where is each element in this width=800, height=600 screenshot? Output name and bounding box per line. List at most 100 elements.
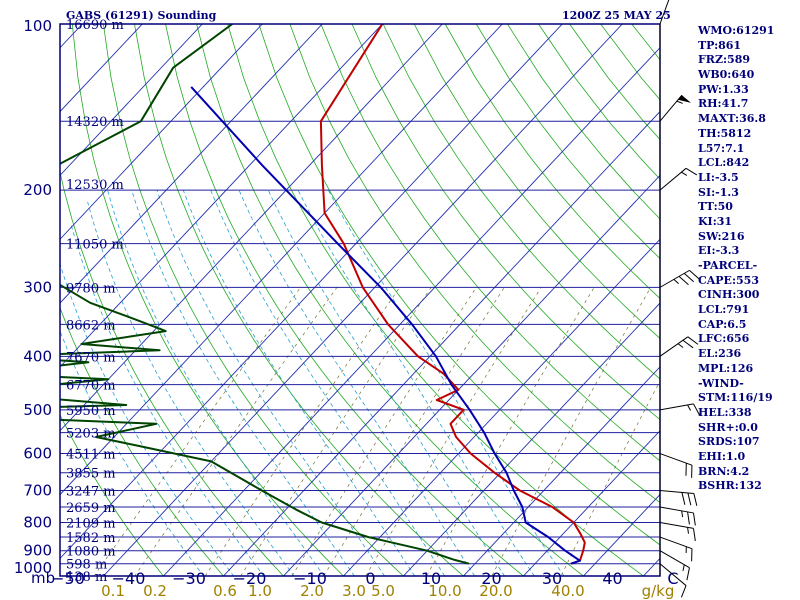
index-item: TH:5812 bbox=[698, 126, 752, 140]
height-label: 14320 m bbox=[66, 115, 124, 130]
dry-adiabat bbox=[134, 24, 465, 576]
wind-half-barb bbox=[676, 100, 683, 104]
wind-full-barb bbox=[682, 339, 694, 349]
wind-barb bbox=[659, 489, 698, 506]
dry-adiabat bbox=[60, 413, 164, 576]
wind-full-barb bbox=[681, 492, 686, 505]
temp-tick-label: 30 bbox=[542, 569, 562, 588]
mixing-ratio-line bbox=[134, 287, 338, 576]
background-grid bbox=[60, 24, 660, 576]
height-label: 3855 m bbox=[66, 467, 116, 482]
index-item: -PARCEL- bbox=[698, 259, 758, 272]
mixing-ratio-label: 40.0 bbox=[551, 582, 584, 600]
temp-tick-label: 0 bbox=[365, 569, 375, 588]
chart-title: GABS (61291) Sounding bbox=[66, 9, 217, 22]
index-item: STM:116/19 bbox=[698, 391, 773, 405]
isotherm bbox=[463, 366, 660, 576]
isotherm bbox=[223, 110, 660, 576]
height-label: 2109 m bbox=[66, 517, 116, 532]
moist-adiabat bbox=[182, 190, 416, 576]
wind-barb-shaft bbox=[659, 336, 689, 357]
pressure-label: 400 bbox=[23, 347, 52, 365]
wind-full-barb bbox=[686, 567, 690, 581]
wind-half-barb bbox=[687, 404, 692, 411]
wind-barb bbox=[659, 269, 700, 288]
index-item: SHR+:0.0 bbox=[698, 420, 758, 434]
dry-adiabat bbox=[382, 24, 660, 380]
wind-full-barb bbox=[678, 275, 689, 286]
index-item: TP:861 bbox=[698, 38, 742, 52]
isotherm bbox=[103, 24, 623, 576]
wind-half-barb bbox=[677, 343, 684, 348]
mixing-ratio-label: 0.1 bbox=[101, 582, 125, 600]
wind-full-barb bbox=[687, 511, 690, 525]
mixing-ratio-line bbox=[240, 287, 432, 576]
index-item: EI:-3.3 bbox=[698, 244, 740, 258]
index-item: MAXT:36.8 bbox=[698, 112, 766, 126]
temp-tick-label: 40 bbox=[602, 569, 622, 588]
wind-full-barb bbox=[683, 272, 695, 283]
dry-adiabat bbox=[103, 24, 404, 576]
index-item: LFC:656 bbox=[698, 332, 750, 346]
temp-tick-label: −30 bbox=[172, 569, 206, 588]
index-item: PW:1.33 bbox=[698, 82, 749, 96]
mixing-ratio-label: 0.2 bbox=[143, 582, 167, 600]
temp-tick-label: 10 bbox=[421, 569, 441, 588]
height-label: 8662 m bbox=[66, 318, 116, 333]
height-label: 5203 m bbox=[66, 427, 116, 442]
wind-barb-shaft bbox=[659, 506, 694, 514]
pressure-unit: mb bbox=[31, 569, 55, 587]
isotherm bbox=[60, 24, 503, 496]
index-item: MPL:126 bbox=[698, 361, 754, 375]
mixing-ratio-label: 5.0 bbox=[371, 582, 395, 600]
mixing-ratio-line bbox=[93, 287, 301, 576]
isotherm bbox=[163, 47, 660, 576]
index-item: SW:216 bbox=[698, 229, 745, 243]
index-item: BRN:4.2 bbox=[698, 464, 750, 478]
pressure-label: 600 bbox=[23, 445, 52, 463]
index-item: LCL:791 bbox=[698, 303, 750, 317]
wind-barb-shaft bbox=[659, 0, 670, 25]
moist-adiabat bbox=[238, 190, 476, 576]
wind-half-barb bbox=[687, 527, 689, 534]
height-label: 16690 m bbox=[66, 18, 124, 33]
temperature-line bbox=[319, 24, 586, 565]
index-item: SI:-1.3 bbox=[698, 185, 739, 199]
chart-time: 1200Z 25 MAY 25 bbox=[562, 9, 671, 22]
isotherm bbox=[60, 24, 323, 304]
wind-barb-shaft bbox=[659, 167, 687, 191]
dry-adiabat bbox=[475, 24, 660, 260]
temp-tick-label: −10 bbox=[293, 569, 327, 588]
index-item: KI:31 bbox=[698, 214, 733, 228]
wind-full-barb bbox=[685, 167, 698, 176]
pressure-label: 200 bbox=[23, 181, 52, 199]
height-label: 138 m bbox=[66, 570, 107, 585]
height-label: 4511 m bbox=[66, 448, 116, 463]
wind-full-barb bbox=[693, 493, 698, 506]
isotherm bbox=[60, 24, 263, 240]
mixing-ratio-line bbox=[426, 287, 595, 576]
index-item: CINH:300 bbox=[698, 288, 760, 302]
dry-adiabat bbox=[227, 24, 645, 576]
wind-flag bbox=[677, 95, 692, 103]
index-item: WMO:61291 bbox=[698, 24, 775, 37]
height-label: 1582 m bbox=[66, 531, 116, 546]
wind-full-barb bbox=[680, 585, 687, 598]
index-item: WB0:640 bbox=[698, 68, 755, 82]
dry-adiabat bbox=[165, 24, 525, 576]
mixing-ratio-line bbox=[491, 287, 652, 576]
wind-barb bbox=[659, 522, 696, 541]
height-label: 12530 m bbox=[66, 178, 124, 193]
moist-adiabat bbox=[267, 190, 506, 576]
wind-barb bbox=[659, 403, 700, 416]
isotherm bbox=[60, 24, 203, 177]
wind-barb-shaft bbox=[659, 453, 693, 466]
dry-adiabat bbox=[413, 24, 660, 340]
wind-barb bbox=[659, 550, 690, 581]
wind-full-barb bbox=[692, 512, 696, 526]
wind-half-barb bbox=[681, 510, 684, 518]
pressure-label: 1000 bbox=[14, 559, 52, 577]
wind-barb bbox=[659, 536, 693, 562]
height-label: 1080 m bbox=[66, 545, 116, 560]
